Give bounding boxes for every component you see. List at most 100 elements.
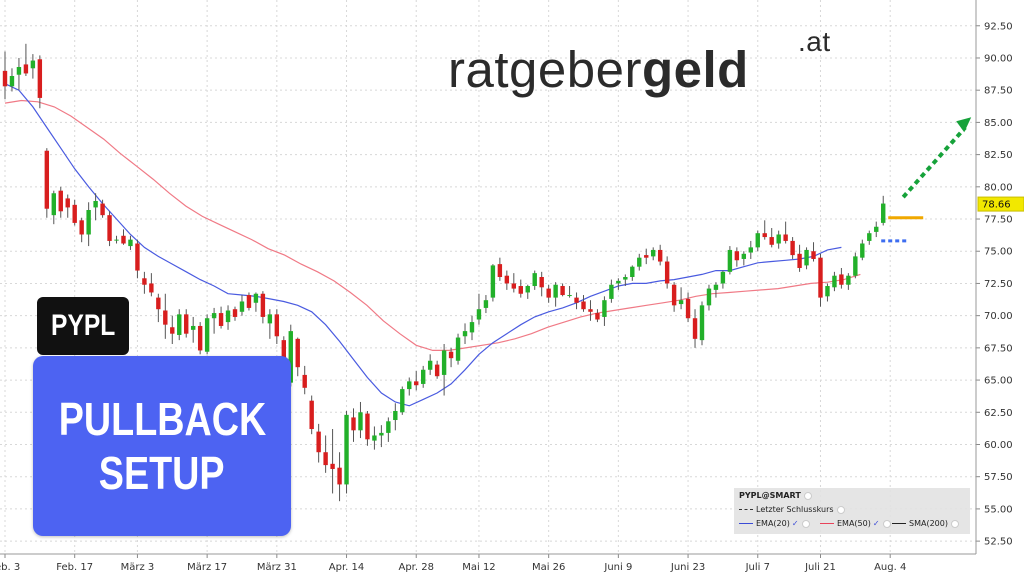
candle-body: [818, 257, 823, 298]
candle-body: [657, 249, 663, 262]
y-tick-label: 65.00: [984, 376, 1013, 387]
legend-sma200[interactable]: SMA(200): [892, 519, 959, 528]
candle-body: [316, 431, 321, 453]
candle: [609, 279, 614, 303]
candle-body: [532, 273, 537, 287]
legend-ema50[interactable]: EMA(50) ✓: [820, 519, 891, 528]
candle-body: [44, 150, 50, 209]
candle-body: [797, 253, 802, 268]
candle-body: [16, 66, 22, 75]
candle: [177, 309, 182, 341]
candle: [427, 354, 433, 375]
candle: [65, 194, 70, 218]
candle: [114, 235, 119, 244]
candle-body: [107, 215, 112, 241]
candle-body: [539, 277, 544, 288]
candle-body: [609, 284, 614, 299]
chart-legend[interactable]: PYPL@SMART Letzter Schlusskurs EMA(20) ✓ …: [734, 488, 970, 534]
candle-body: [560, 286, 565, 296]
upside-arrow-shaft: [901, 126, 967, 199]
candlesticks: [2, 43, 886, 502]
candle: [671, 282, 677, 312]
candle: [483, 295, 489, 314]
candle: [414, 371, 419, 391]
candle-body: [2, 70, 8, 87]
candle-body: [351, 417, 356, 431]
candle: [135, 239, 140, 279]
candle-body: [692, 318, 698, 339]
candle-body: [100, 203, 105, 216]
candle: [344, 410, 349, 494]
candle-body: [51, 193, 56, 216]
candle: [790, 237, 795, 259]
candle-body: [156, 297, 161, 310]
candle: [804, 247, 809, 270]
y-tick-label: 72.50: [984, 279, 1013, 290]
candle-body: [149, 283, 154, 293]
x-tick-label: Feb. 3: [0, 562, 20, 573]
candle: [581, 295, 586, 312]
ema50-line-icon: [820, 523, 834, 524]
y-tick-label: 62.50: [984, 408, 1013, 419]
candle: [302, 365, 307, 395]
legend-info-icon[interactable]: [803, 491, 812, 500]
check-icon[interactable]: ✓: [872, 519, 880, 528]
candle: [37, 55, 43, 109]
candle-body: [623, 277, 628, 280]
candle-body: [490, 265, 496, 298]
candle-body: [630, 266, 635, 277]
candle-body: [142, 278, 147, 285]
dashed-line-icon: [739, 509, 753, 510]
legend-ema20[interactable]: EMA(20) ✓: [739, 519, 810, 528]
candle: [853, 252, 858, 279]
candle: [309, 395, 314, 435]
candle-body: [330, 463, 335, 469]
candle-body: [741, 253, 747, 259]
candle-body: [211, 313, 217, 319]
candle: [867, 230, 872, 245]
candle-body: [651, 249, 656, 257]
candle: [365, 410, 370, 446]
candle: [706, 284, 712, 311]
candle-body: [553, 284, 558, 298]
candle: [769, 228, 774, 248]
candle-body: [671, 284, 677, 306]
candle: [546, 284, 551, 303]
candle-body: [518, 286, 523, 294]
candle-body: [225, 310, 231, 323]
settings-icon[interactable]: [801, 519, 810, 528]
candle-body: [727, 249, 733, 272]
candle-body: [135, 243, 140, 271]
candle: [860, 239, 865, 261]
candle: [379, 425, 384, 448]
candle: [504, 270, 510, 290]
candle: [567, 286, 572, 298]
settings-icon[interactable]: [882, 519, 891, 528]
candle: [448, 347, 454, 368]
candle: [30, 54, 36, 79]
x-tick-label: Feb. 17: [56, 562, 93, 573]
candle-body: [476, 309, 482, 320]
candle: [72, 199, 77, 226]
candle: [79, 217, 84, 243]
candle: [797, 244, 802, 272]
check-icon[interactable]: ✓: [791, 519, 799, 528]
candle-body: [588, 309, 593, 312]
candle-body: [177, 314, 182, 335]
candle: [58, 186, 63, 218]
candle: [741, 251, 747, 266]
y-tick-label: 82.50: [984, 150, 1013, 161]
candle: [476, 293, 482, 325]
candle-body: [762, 233, 767, 238]
settings-icon[interactable]: [950, 519, 959, 528]
candle: [218, 306, 224, 329]
candle: [588, 300, 593, 321]
candle: [170, 315, 175, 344]
candle-body: [400, 389, 405, 413]
candle-body: [197, 325, 203, 351]
candle: [595, 309, 600, 323]
visibility-toggle[interactable]: [836, 505, 845, 514]
legend-title: PYPL@SMART: [739, 491, 812, 500]
x-tick-label: März 31: [257, 562, 297, 573]
